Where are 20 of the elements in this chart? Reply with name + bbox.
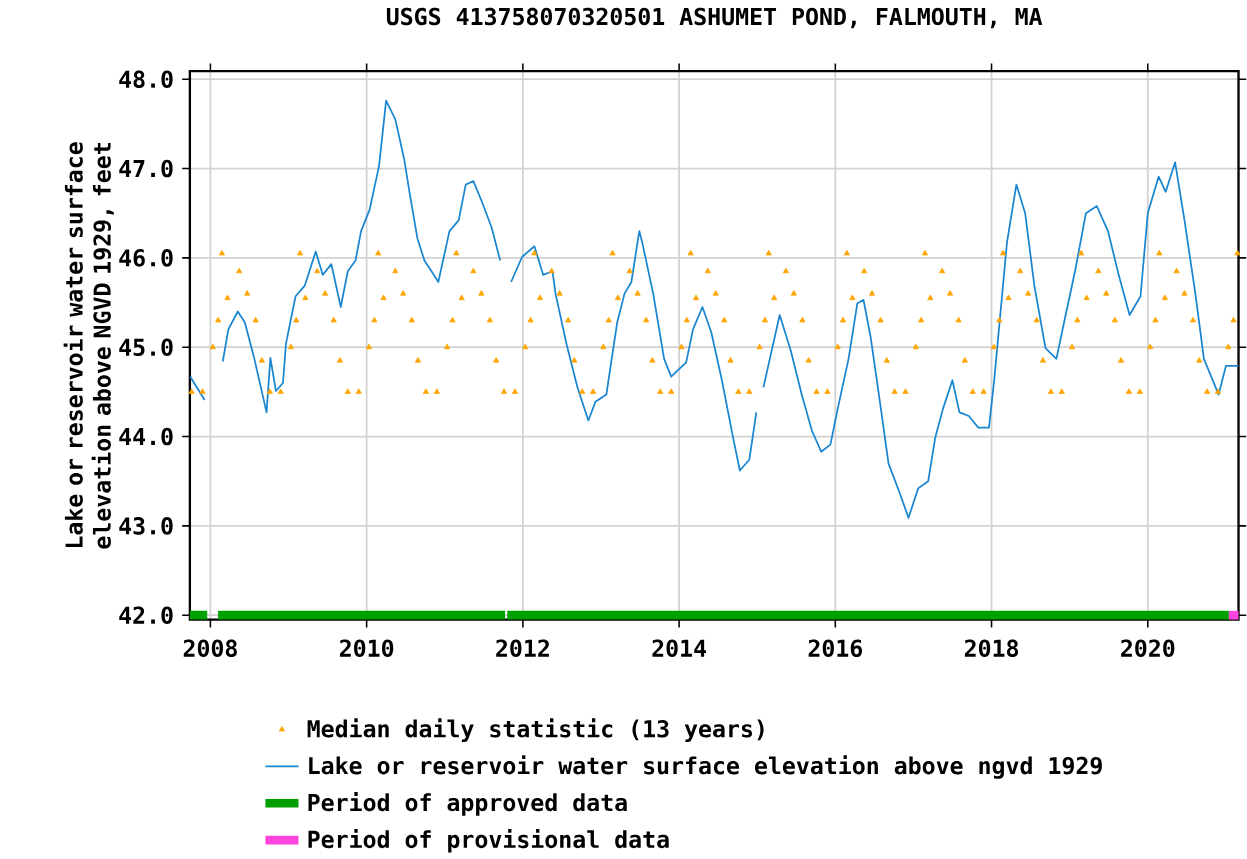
y-tick-label: 48.0	[119, 70, 173, 88]
x-tick-label: 2018	[964, 639, 1019, 657]
legend-label: Median daily statistic (13 years)	[307, 718, 764, 742]
y-tick-label: 43.0	[119, 517, 173, 535]
legend-label: Period of provisional data	[308, 828, 669, 853]
legend-label: Lake or reservoir water surface elevation above ngvd 1929	[309, 755, 1102, 779]
chart-title: USGS 413758070320501 ASHUMET POND, FALMOUTH, MA	[386, 7, 1043, 29]
legend-label: Period of approved data	[308, 792, 627, 816]
y-axis-title: Lake or reservoir water surface elevation above NGVD 1929, feet	[63, 142, 114, 549]
x-tick-label: 2010	[339, 639, 394, 657]
y-tick-label: 45.0	[119, 338, 173, 356]
y-tick-label: 42.0	[119, 606, 173, 625]
y-tick-label: 44.0	[119, 427, 173, 446]
x-tick-label: 2014	[652, 639, 706, 657]
x-tick-label: 2016	[808, 639, 863, 658]
x-tick-label: 2020	[1121, 639, 1175, 657]
x-tick-label: 2008	[183, 639, 237, 657]
y-tick-label: 47.0	[119, 159, 173, 178]
x-tick-label: 2012	[496, 639, 549, 657]
y-tick-label: 46.0	[119, 249, 173, 267]
